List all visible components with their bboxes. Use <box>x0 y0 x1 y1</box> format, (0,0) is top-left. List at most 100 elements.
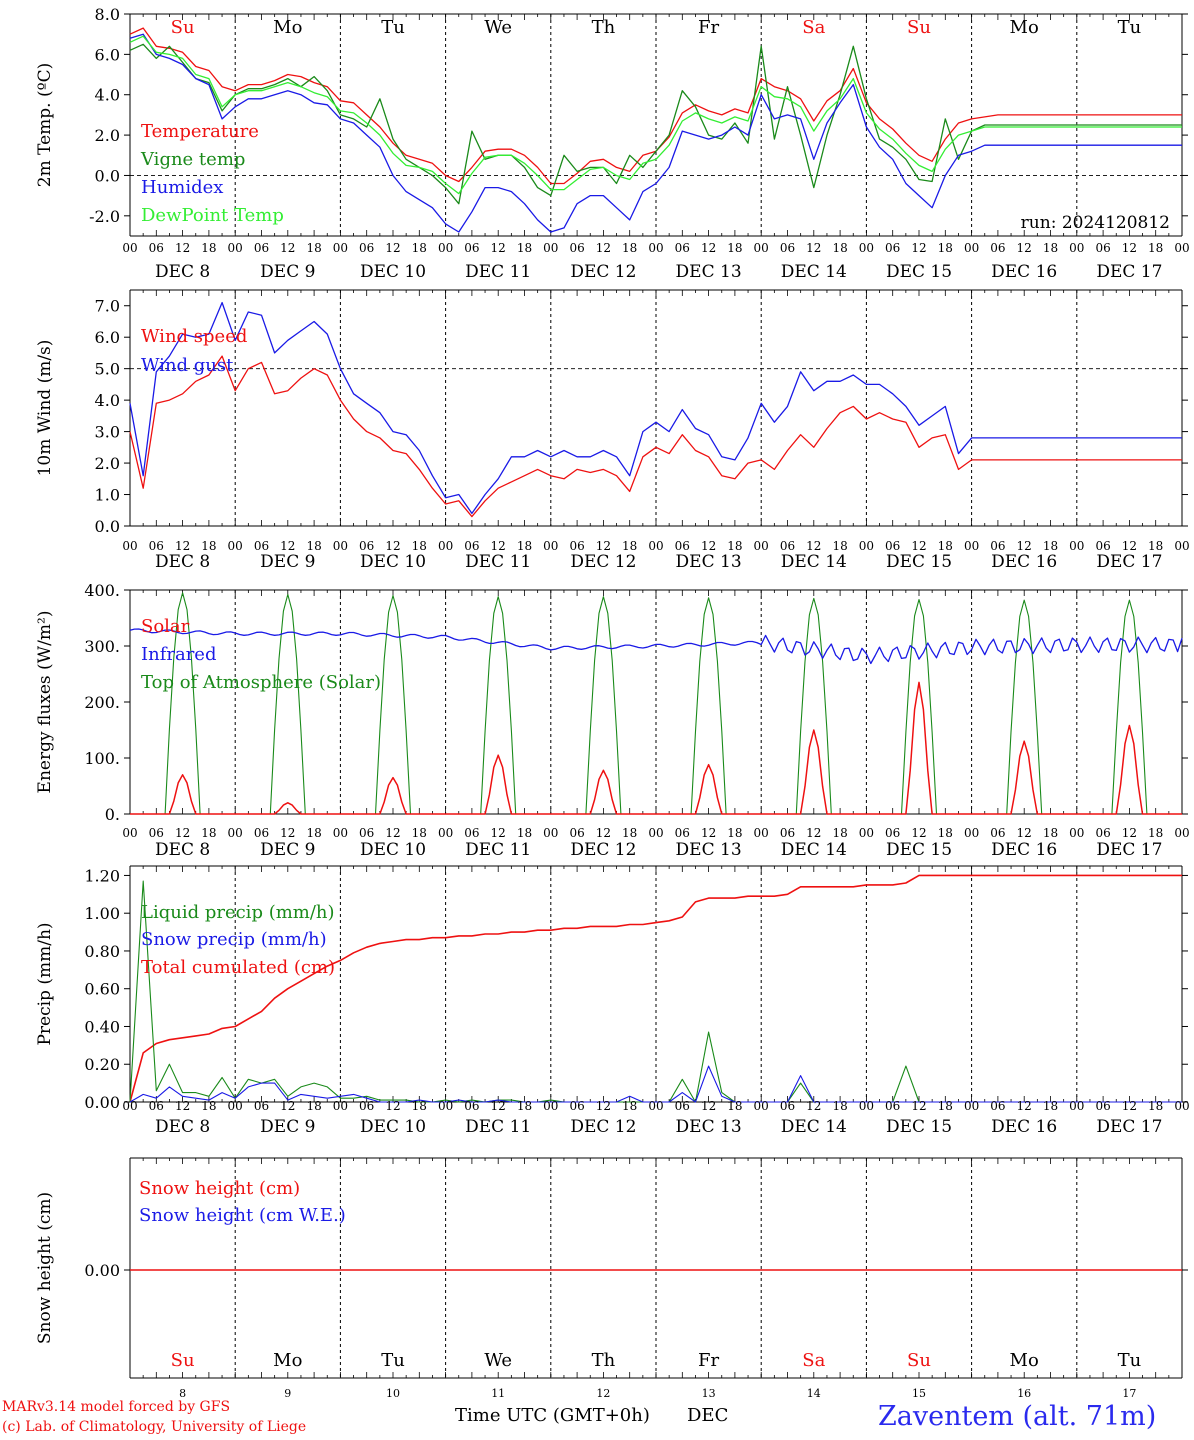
legend-2: Top of Atmosphere (Solar) <box>141 672 381 693</box>
x-hour-tick-label: 06 <box>464 1099 479 1113</box>
x-hour-tick-label: 06 <box>675 826 690 840</box>
x-hour-tick-label: 00 <box>333 826 348 840</box>
x-hour-tick-label: 12 <box>911 826 926 840</box>
x-hour-tick-label: 18 <box>306 241 321 255</box>
x-date-label: DEC 12 <box>570 840 636 860</box>
series-wind-gust <box>129 301 1182 515</box>
x-hour-tick-label: 00 <box>648 826 663 840</box>
x-hour-tick-label: 00 <box>859 1099 874 1113</box>
x-hour-tick-label: 06 <box>569 539 584 553</box>
x-hour-tick-label: 12 <box>175 241 190 255</box>
legend-0: Snow height (cm) <box>139 1178 300 1199</box>
x-hour-tick-label: 06 <box>569 241 584 255</box>
x-hour-tick-label: 18 <box>1148 826 1163 840</box>
x-hour-tick-label: 12 <box>385 826 400 840</box>
run-label: run: 2024120812 <box>1021 213 1170 233</box>
x-hour-tick-label: 00 <box>438 1099 453 1113</box>
x-date-label: DEC 14 <box>781 840 847 860</box>
x-hour-tick-label: 12 <box>1122 539 1137 553</box>
x-hour-tick-label: 06 <box>780 826 795 840</box>
day-number: 15 <box>912 1387 926 1400</box>
day-name-top: Mo <box>1010 17 1039 38</box>
x-hour-tick-label: 06 <box>1095 241 1110 255</box>
y-tick-label: 2.0 <box>95 454 120 473</box>
x-hour-tick-label: 12 <box>1122 826 1137 840</box>
x-hour-tick-label: 12 <box>175 1099 190 1113</box>
x-hour-tick-label: 18 <box>1043 1099 1058 1113</box>
y-tick-label: 3.0 <box>95 423 120 442</box>
x-date-label: DEC 12 <box>570 1117 636 1137</box>
x-hour-tick-label: 12 <box>701 826 716 840</box>
x-hour-tick-label: 12 <box>491 1099 506 1113</box>
x-hour-tick-label: 12 <box>280 826 295 840</box>
x-hour-tick-label: 06 <box>780 1099 795 1113</box>
x-hour-tick-label: 12 <box>596 241 611 255</box>
x-hour-tick-label: 00 <box>754 826 769 840</box>
x-hour-tick-label: 06 <box>254 1099 269 1113</box>
y-tick-label: 0.40 <box>84 1017 120 1036</box>
y-tick-label: 0.20 <box>84 1055 120 1074</box>
x-hour-tick-label: 12 <box>385 1099 400 1113</box>
x-hour-tick-label: 18 <box>727 1099 742 1113</box>
x-hour-tick-label: 00 <box>859 826 874 840</box>
x-hour-tick-label: 06 <box>359 241 374 255</box>
y-axis-label: 10m Wind (m/s) <box>35 340 55 477</box>
x-hour-tick-label: 00 <box>754 241 769 255</box>
x-hour-tick-label: 18 <box>1043 826 1058 840</box>
y-tick-label: 1.20 <box>84 866 120 885</box>
day-name-bottom: Sa <box>802 1350 825 1371</box>
series-solar <box>130 681 1182 815</box>
legend-1: Vigne temp <box>140 149 245 170</box>
legend-1: Wind gust <box>141 355 234 376</box>
x-hour-tick-label: 00 <box>438 826 453 840</box>
x-hour-tick-label: 18 <box>412 1099 427 1113</box>
x-hour-tick-label: 18 <box>412 241 427 255</box>
x-date-label: DEC 15 <box>886 840 952 860</box>
x-date-label: DEC 9 <box>260 262 315 282</box>
x-hour-tick-label: 12 <box>1017 1099 1032 1113</box>
y-tick-label: 300. <box>84 637 120 656</box>
x-hour-tick-label: 12 <box>1122 1099 1137 1113</box>
x-hour-tick-label: 00 <box>964 826 979 840</box>
x-hour-tick-label: 12 <box>1017 826 1032 840</box>
y-tick-label: 0.0 <box>95 166 120 185</box>
x-hour-tick-label: 06 <box>885 1099 900 1113</box>
legend-3: DewPoint Temp <box>141 205 284 226</box>
legend-0: Wind speed <box>141 326 247 347</box>
x-hour-tick-label: 06 <box>464 539 479 553</box>
day-number: 16 <box>1017 1387 1031 1400</box>
x-hour-tick-label: 12 <box>911 1099 926 1113</box>
day-number: 13 <box>702 1387 716 1400</box>
x-hour-tick-label: 18 <box>517 826 532 840</box>
x-hour-tick-label: 18 <box>1043 539 1058 553</box>
x-date-label: DEC 15 <box>886 552 952 572</box>
day-name-top: Tu <box>381 17 405 38</box>
series-dewpoint-temp <box>129 35 1182 195</box>
x-hour-tick-label: 18 <box>517 241 532 255</box>
day-name-top: Sa <box>802 17 825 38</box>
day-name-bottom: Su <box>907 1350 931 1371</box>
y-tick-label: 1.00 <box>84 904 120 923</box>
day-number: 9 <box>284 1387 291 1400</box>
y-tick-label: 6.0 <box>95 45 120 64</box>
x-hour-tick-label: 18 <box>832 826 847 840</box>
x-hour-tick-label: 06 <box>885 241 900 255</box>
x-hour-tick-label: 00 <box>333 539 348 553</box>
x-hour-tick-label: 00 <box>859 241 874 255</box>
x-hour-tick-label: 06 <box>675 241 690 255</box>
x-hour-tick-label: 00 <box>1069 1099 1084 1113</box>
x-hour-tick-label: 18 <box>727 826 742 840</box>
day-name-top: Fr <box>698 17 719 38</box>
x-hour-tick-label: 12 <box>491 241 506 255</box>
x-hour-tick-label: 06 <box>254 539 269 553</box>
x-hour-tick-label: 18 <box>1043 241 1058 255</box>
x-hour-tick-label: 18 <box>412 826 427 840</box>
day-name-top: Su <box>907 17 931 38</box>
x-hour-tick-label: 00 <box>1174 241 1189 255</box>
x-hour-tick-label: 18 <box>412 539 427 553</box>
x-hour-tick-label: 06 <box>1095 1099 1110 1113</box>
day-name-bottom: Su <box>171 1350 195 1371</box>
x-hour-tick-label: 12 <box>806 1099 821 1113</box>
x-hour-tick-label: 06 <box>254 241 269 255</box>
x-date-label: DEC 17 <box>1096 552 1162 572</box>
